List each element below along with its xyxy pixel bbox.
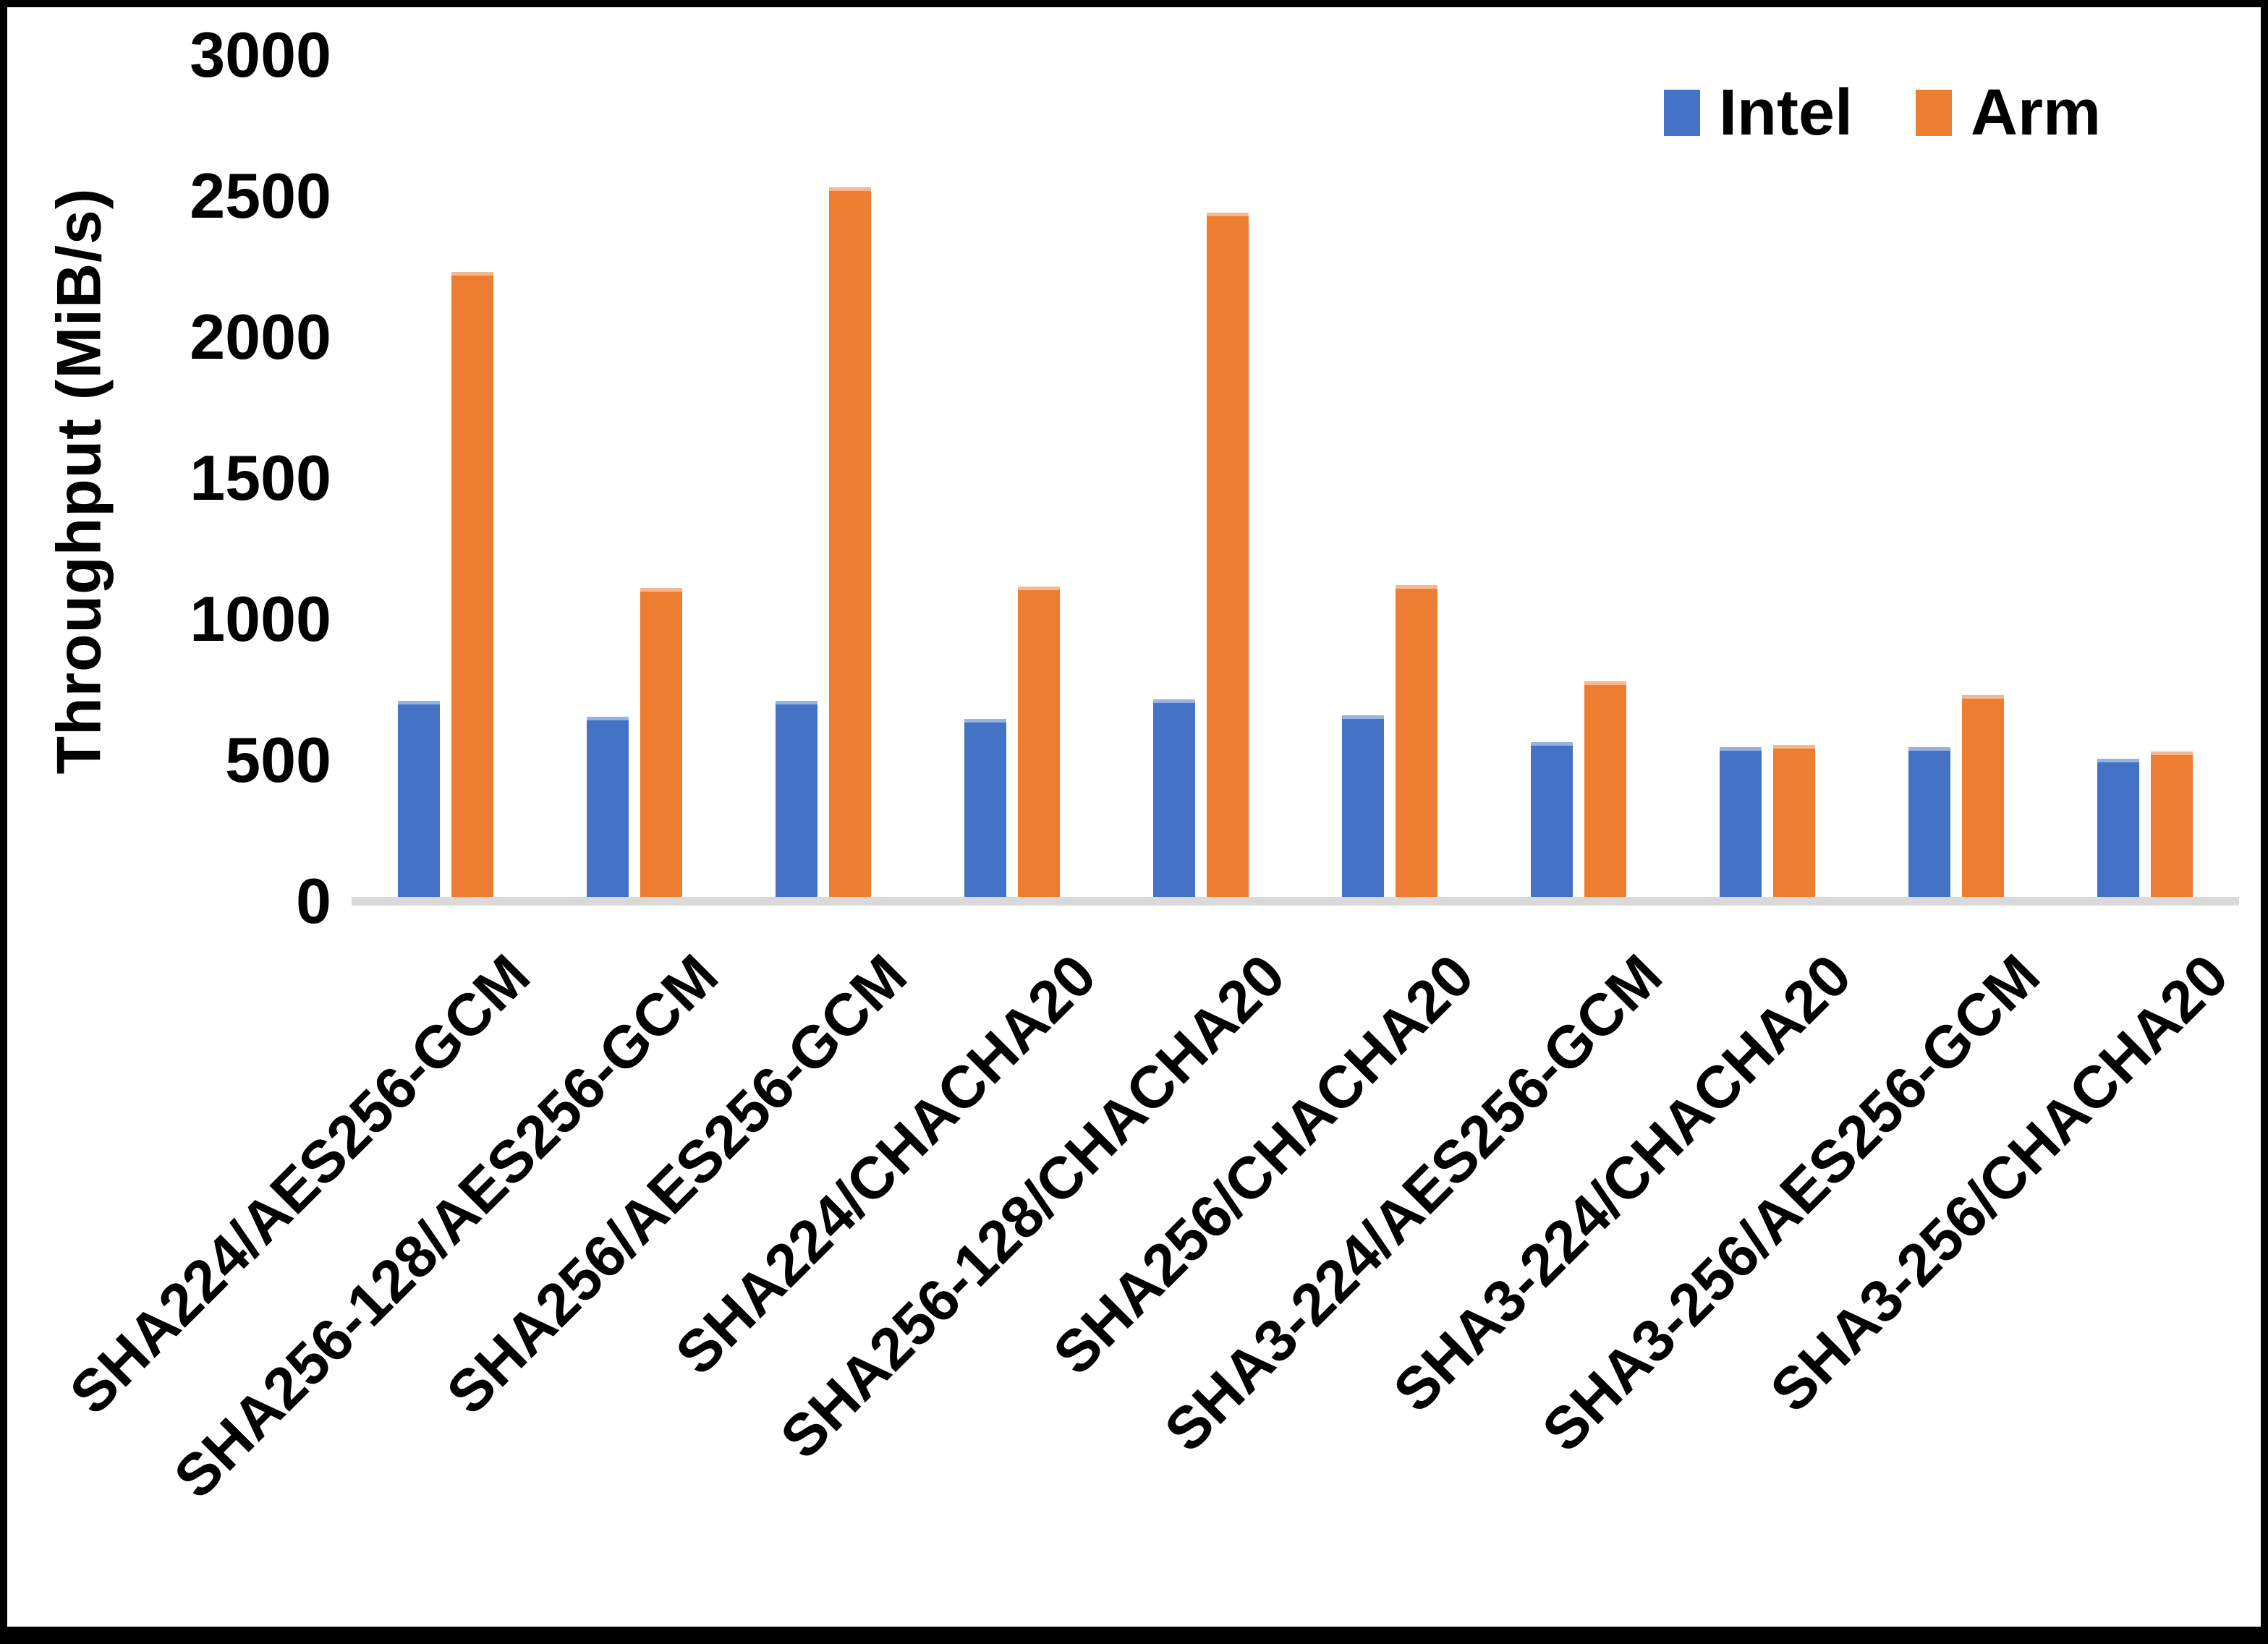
bar-arm-SHA256-128/AES256-GCM: [640, 588, 683, 901]
y-tick-label: 500: [225, 724, 331, 796]
bar-intel-SHA3-256/AES256-GCM: [1908, 747, 1950, 901]
bar-intel-SHA256-128/AES256-GCM: [587, 716, 629, 901]
bar-chart: Throughput (MiB/s) 0 500 1000 1500 2000 2500 3…: [7, 7, 2261, 1627]
bar-arm-SHA3-256/CHACHA20: [2150, 751, 2193, 901]
bar-intel-SHA224/AES256-GCM: [398, 701, 441, 901]
bar-intel-SHA256/CHACHA20: [1341, 715, 1384, 901]
legend-swatch-intel: [1664, 90, 1700, 136]
legend-item-intel: Intel: [1664, 77, 1853, 149]
legend-item-arm: Arm: [1916, 77, 2101, 149]
bar-arm-SHA3-224/CHACHA20: [1772, 744, 1815, 901]
y-tick-label: 3000: [190, 19, 331, 90]
bar-arm-SHA3-224/AES256-GCM: [1584, 681, 1626, 901]
y-tick-label: 2500: [190, 160, 331, 231]
y-tick-label: 1000: [190, 583, 331, 655]
y-tick-label: 2000: [190, 301, 331, 372]
legend-swatch-arm: [1916, 90, 1952, 136]
bar-arm-SHA224/AES256-GCM: [451, 272, 494, 901]
bar-arm-SHA256-128/CHACHA20: [1207, 213, 1249, 901]
y-tick-label: 1500: [190, 442, 331, 514]
x-axis-line: [352, 897, 2239, 906]
bar-arm-SHA224/CHACHA20: [1018, 587, 1061, 901]
legend-label-intel: Intel: [1719, 77, 1853, 149]
bar-intel-SHA3-224/AES256-GCM: [1530, 741, 1573, 901]
bar-arm-SHA256/AES256-GCM: [829, 187, 872, 901]
bar-intel-SHA256-128/CHACHA20: [1153, 699, 1196, 901]
bar-intel-SHA224/CHACHA20: [964, 719, 1007, 901]
bar-intel-SHA3-256/CHACHA20: [2097, 759, 2139, 901]
bar-arm-SHA3-256/AES256-GCM: [1961, 695, 2004, 901]
bar-intel-SHA3-224/CHACHA20: [1719, 747, 1762, 901]
y-tick-label: 0: [296, 865, 331, 937]
bar-arm-SHA256/CHACHA20: [1395, 585, 1437, 901]
legend-label-arm: Arm: [1971, 77, 2102, 149]
bar-intel-SHA256/AES256-GCM: [776, 701, 818, 901]
